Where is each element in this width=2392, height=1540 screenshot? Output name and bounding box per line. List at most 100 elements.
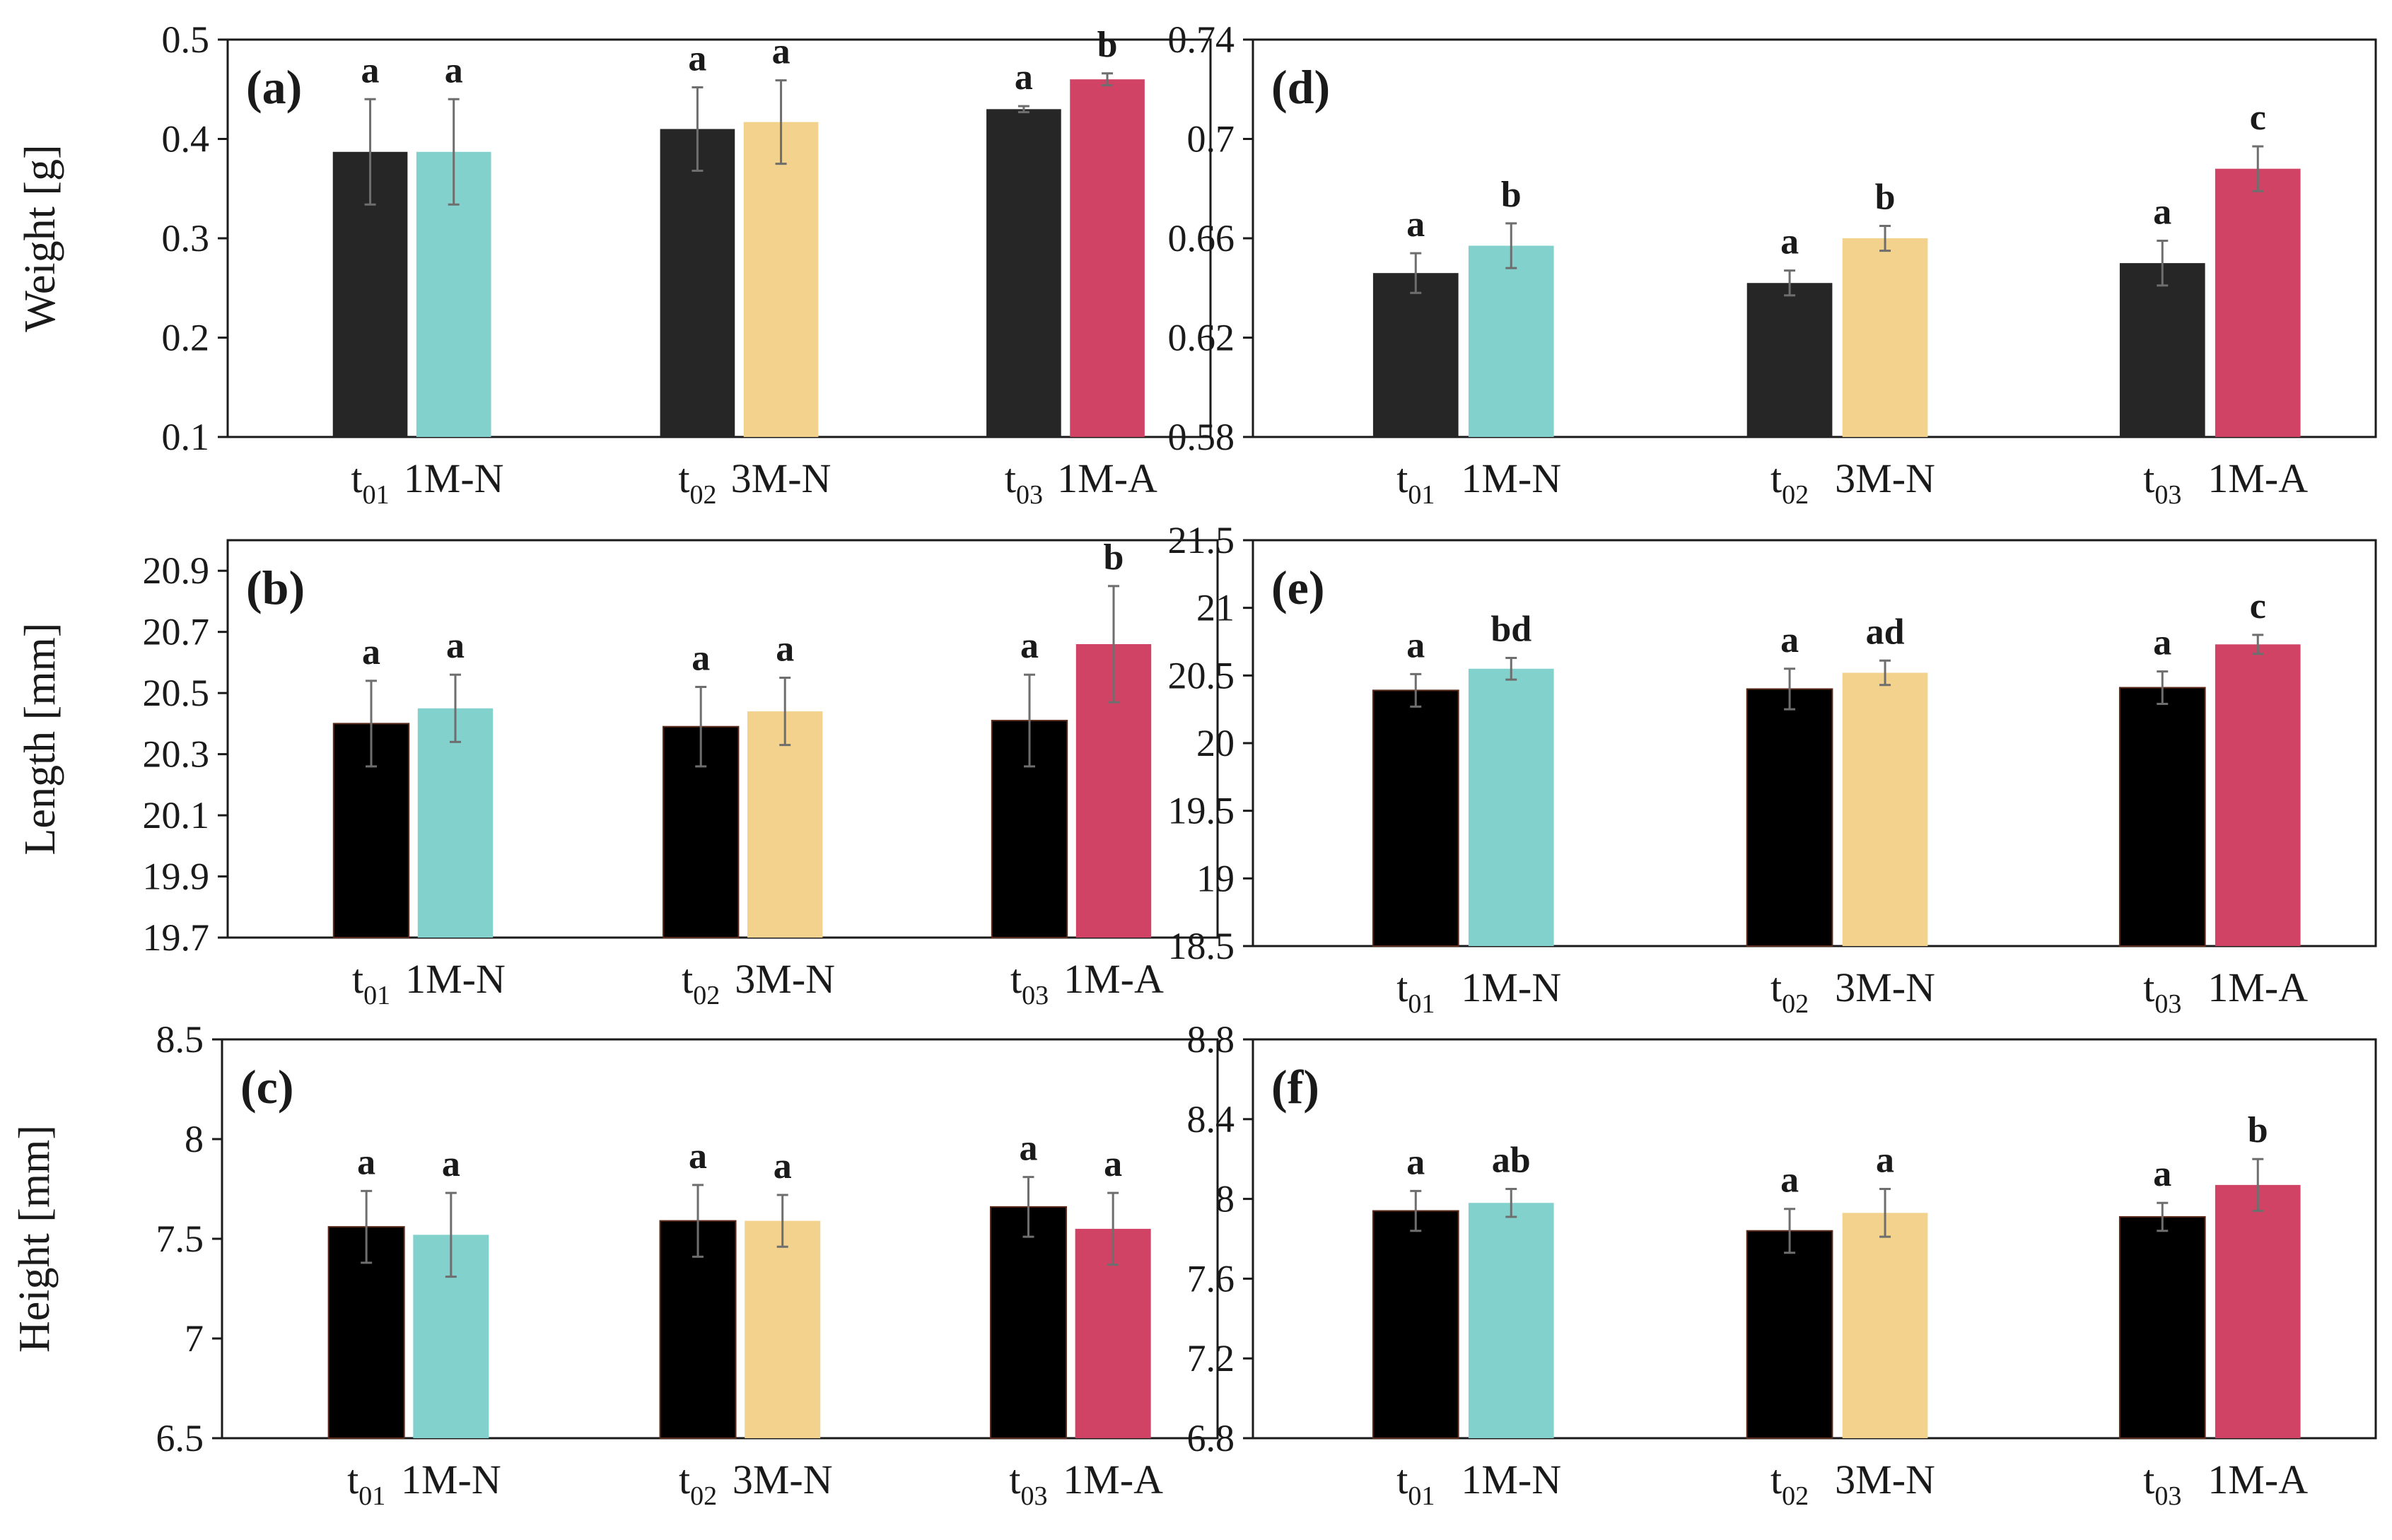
- significance-label: a: [1015, 57, 1033, 98]
- significance-label: a: [2153, 192, 2171, 233]
- bar: [986, 109, 1061, 437]
- category-label-main: 1M-A: [2207, 1457, 2308, 1503]
- category-label-subscript: 02: [689, 480, 716, 510]
- category-label-subscript: 03: [2154, 989, 2181, 1019]
- significance-label: a: [1406, 625, 1425, 665]
- category-label-main: t: [1770, 455, 1782, 501]
- category-label-main: 1M-N: [401, 1457, 501, 1503]
- y-tick-label: 0.74: [1168, 18, 1235, 61]
- category-label-main: 1M-A: [1057, 455, 1157, 501]
- category-label-main: t: [352, 956, 363, 1002]
- significance-label: a: [1406, 204, 1425, 245]
- category-label: 1M-A: [2207, 964, 2308, 1010]
- bar: [1842, 1213, 1928, 1438]
- category-label: 1M-A: [1057, 455, 1157, 501]
- y-tick-label: 7.2: [1187, 1337, 1235, 1379]
- category-label: 1M-N: [404, 455, 504, 501]
- bar: [2118, 1215, 2206, 1439]
- category-label-main: t: [682, 956, 693, 1002]
- y-tick-label: 0.4: [162, 118, 210, 161]
- category-label: 3M-N: [1835, 455, 1935, 501]
- bar: [1746, 283, 1833, 437]
- significance-label: c: [2250, 586, 2266, 626]
- category-label: 1M-A: [2207, 455, 2308, 501]
- bar: [743, 122, 819, 438]
- category-label: t02: [682, 956, 720, 1010]
- category-label: 1M-N: [1461, 455, 1561, 501]
- y-tick-label: 0.1: [162, 416, 210, 458]
- category-label-main: 1M-N: [1461, 1457, 1561, 1503]
- chart-panel-f: 6.87.27.688.48.8(f)at01ab1M-Nat02a3M-Nat…: [1187, 1018, 2377, 1511]
- y-axis-title: Height [mm]: [11, 1125, 59, 1353]
- category-label-subscript: 01: [358, 1481, 385, 1511]
- category-label-subscript: 01: [363, 480, 390, 510]
- category-label: 3M-N: [733, 1457, 833, 1503]
- significance-label: b: [1501, 175, 1522, 215]
- category-label: t02: [678, 455, 716, 510]
- category-label-subscript: 02: [693, 981, 720, 1010]
- category-label-main: 1M-N: [1461, 964, 1561, 1010]
- panel-label: (a): [246, 60, 302, 114]
- y-tick-label: 0.5: [162, 18, 210, 61]
- bar: [2119, 263, 2205, 437]
- significance-label: a: [1104, 1144, 1122, 1184]
- y-tick-label: 6.8: [1187, 1417, 1235, 1459]
- y-tick-label: 7: [185, 1317, 204, 1360]
- category-label: t02: [679, 1457, 717, 1511]
- significance-label: a: [1780, 222, 1799, 262]
- y-tick-label: 0.58: [1168, 416, 1235, 458]
- bar: [1746, 688, 1833, 947]
- category-label-main: t: [1005, 455, 1016, 501]
- category-label-main: t: [1396, 1457, 1408, 1503]
- bar: [660, 129, 735, 437]
- bar: [2215, 1184, 2301, 1438]
- category-label-main: 3M-N: [1835, 964, 1935, 1010]
- category-label-subscript: 02: [1782, 1481, 1809, 1511]
- significance-label: ab: [1492, 1141, 1531, 1181]
- y-tick-label: 21: [1196, 587, 1235, 629]
- significance-label: a: [2153, 623, 2171, 663]
- category-label-main: 3M-N: [733, 1457, 833, 1503]
- panel-label: (c): [240, 1060, 293, 1114]
- significance-label: ad: [1866, 612, 1905, 652]
- category-label-subscript: 02: [1782, 480, 1809, 510]
- y-tick-label: 6.5: [156, 1417, 204, 1459]
- significance-label: a: [357, 1142, 375, 1182]
- category-label: t01: [351, 455, 389, 510]
- significance-label: b: [2248, 1110, 2268, 1150]
- category-label-main: t: [1009, 1457, 1020, 1503]
- y-axis-title: Length [mm]: [16, 623, 64, 856]
- y-tick-label: 8: [1215, 1178, 1235, 1220]
- category-label-main: t: [1396, 455, 1408, 501]
- y-tick-label: 0.2: [162, 317, 210, 359]
- y-tick-label: 20.5: [143, 672, 210, 714]
- bar: [1372, 273, 1459, 437]
- category-label: t01: [1396, 964, 1435, 1019]
- y-tick-label: 0.66: [1168, 217, 1235, 259]
- panel-label: (d): [1271, 60, 1330, 114]
- category-label: 1M-N: [405, 956, 506, 1002]
- significance-label: bd: [1490, 609, 1532, 649]
- significance-label: a: [1019, 1128, 1037, 1169]
- category-label-main: t: [2143, 964, 2154, 1010]
- category-label-subscript: 01: [1408, 989, 1435, 1019]
- y-tick-label: 20.5: [1168, 654, 1235, 696]
- significance-label: a: [446, 626, 465, 666]
- category-label: 1M-A: [1063, 956, 1164, 1002]
- y-tick-label: 20.7: [143, 611, 210, 653]
- y-tick-label: 7.6: [1187, 1257, 1235, 1300]
- bar: [1468, 668, 1554, 946]
- y-tick-label: 19: [1196, 857, 1235, 899]
- category-label-main: t: [351, 455, 362, 501]
- significance-label: a: [774, 1146, 792, 1186]
- category-label-subscript: 01: [363, 981, 390, 1010]
- bar: [2118, 687, 2206, 947]
- significance-label: a: [776, 629, 794, 670]
- category-label: t03: [2143, 455, 2181, 510]
- bar: [1372, 1210, 1459, 1440]
- category-label-subscript: 03: [2154, 1481, 2181, 1511]
- category-label-main: 1M-N: [1461, 455, 1561, 501]
- category-label-subscript: 03: [1016, 480, 1043, 510]
